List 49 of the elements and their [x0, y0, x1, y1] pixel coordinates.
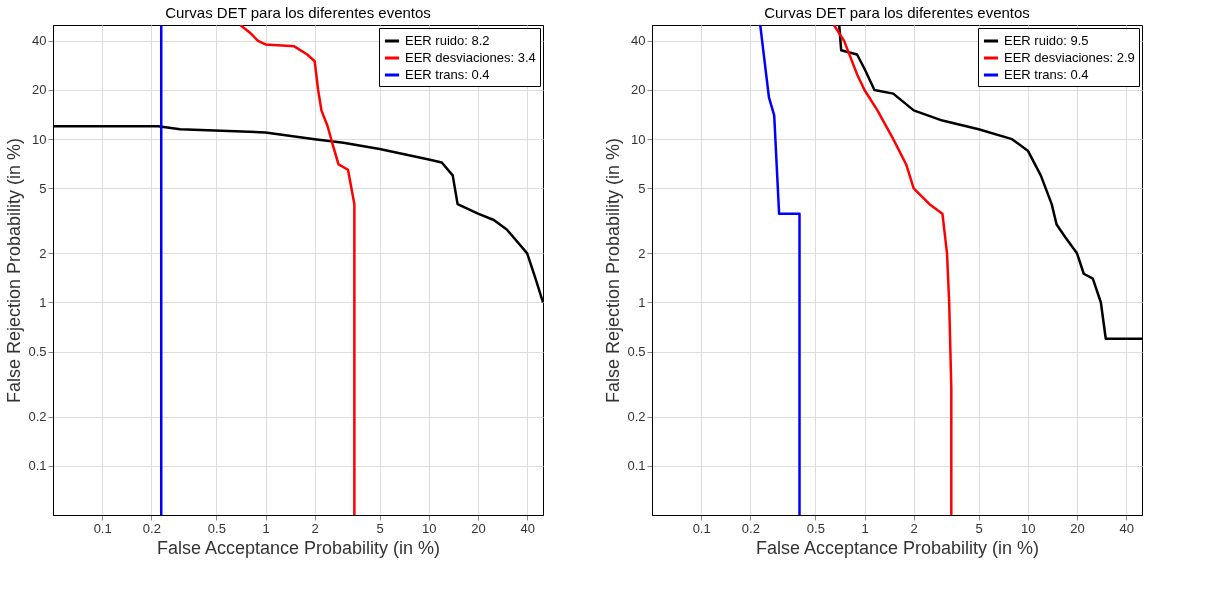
line-series	[759, 25, 801, 515]
x-tick-label: 2	[910, 520, 918, 536]
y-tick-label: 2	[39, 245, 47, 261]
y-tick-label: 10	[631, 131, 646, 147]
x-tick-label: 5	[975, 520, 983, 536]
chart-title: Curvas DET para los diferentes eventos	[764, 4, 1030, 21]
x-tick-label: 1	[262, 520, 270, 536]
legend-label: EER ruido: 9.5	[1004, 33, 1089, 48]
x-axis-title: False Acceptance Probability (in %)	[156, 537, 441, 558]
y-tick-label: 0.2	[28, 409, 47, 425]
legend-label: EER desviaciones: 3.4	[405, 50, 536, 65]
y-tick-label: 40	[32, 33, 47, 49]
y-tick-label: 0.5	[28, 344, 47, 360]
y-tick-label: 2	[638, 245, 646, 261]
y-tick-label: 40	[631, 33, 646, 49]
y-tick-label: 0.5	[627, 344, 646, 360]
x-tick-label: 40	[1119, 520, 1134, 536]
x-tick-label: 40	[520, 520, 535, 536]
x-tick-label: 0.2	[142, 520, 161, 536]
x-tick-label: 0.1	[692, 520, 711, 536]
y-tick-label: 0.1	[627, 458, 646, 474]
y-axis-title: False Rejection Probability (in %)	[4, 137, 25, 404]
legend-label: EER trans: 0.4	[405, 67, 490, 82]
x-tick-label: 0.5	[806, 520, 825, 536]
chart-title: Curvas DET para los diferentes eventos	[165, 4, 431, 21]
y-tick-label: 1	[39, 295, 47, 310]
x-tick-label: 0.5	[207, 520, 226, 536]
y-tick-label: 20	[631, 82, 646, 98]
y-tick-label: 5	[638, 180, 646, 196]
x-tick-label: 0.1	[93, 520, 112, 536]
y-tick-label: 10	[32, 131, 47, 147]
y-tick-label: 0.1	[28, 458, 47, 474]
y-tick-label: 1	[638, 295, 646, 310]
legend-label: EER ruido: 8.2	[405, 33, 490, 48]
x-tick-label: 0.2	[741, 520, 760, 536]
x-tick-label: 10	[1021, 520, 1036, 536]
x-tick-label: 1	[861, 520, 869, 536]
x-tick-label: 20	[1070, 520, 1085, 536]
legend-label: EER desviaciones: 2.9	[1004, 50, 1135, 65]
legend-label: EER trans: 0.4	[1004, 67, 1089, 82]
y-tick-label: 0.2	[627, 409, 646, 425]
y-tick-label: 20	[32, 82, 47, 98]
x-tick-label: 5	[376, 520, 384, 536]
x-tick-label: 10	[422, 520, 437, 536]
y-tick-label: 5	[39, 180, 47, 196]
x-axis-title: False Acceptance Probability (in %)	[755, 537, 1040, 558]
y-axis-title: False Rejection Probability (in %)	[603, 137, 624, 404]
x-tick-label: 2	[311, 520, 319, 536]
x-tick-label: 20	[471, 520, 486, 536]
